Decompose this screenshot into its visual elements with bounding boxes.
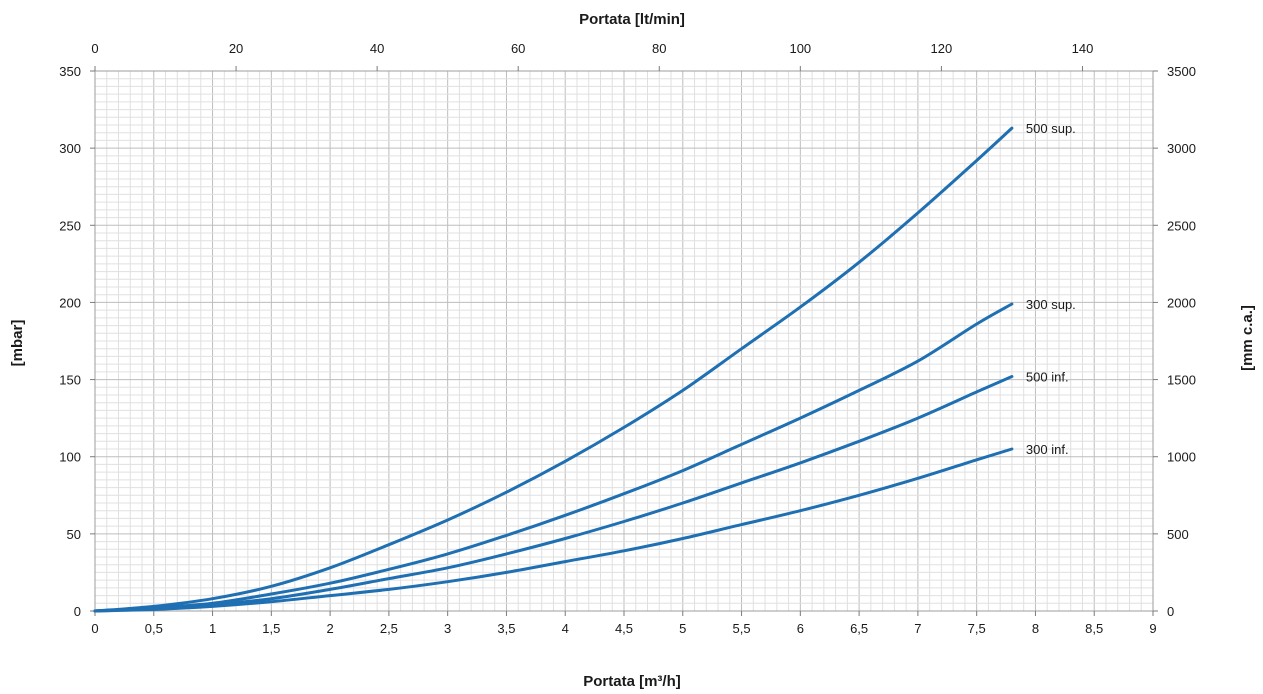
y2-tick-label: 500 [1167,527,1189,542]
y-axis-title: [mbar] [9,320,26,367]
y-tick-label: 100 [59,450,81,465]
series-label: 300 inf. [1026,442,1069,457]
grid [94,70,1154,612]
x2-axis-title: Portata [lt/min] [579,11,685,28]
y2-tick-label: 1000 [1167,450,1196,465]
y-tick-label: 50 [67,527,81,542]
y-tick-label: 300 [59,141,81,156]
x-tick-label: 4 [562,621,569,636]
y-tick-label: 200 [59,295,81,310]
x-tick-label: 3,5 [497,621,515,636]
y2-tick-label: 2500 [1167,218,1196,233]
x-tick-label: 7,5 [968,621,986,636]
x-tick-label: 5,5 [733,621,751,636]
x-tick-label: 5 [679,621,686,636]
x-tick-label: 2 [326,621,333,636]
axes: 0 0,5 1 1,5 2 2,5 3 3,5 4 4,5 5 5,5 6 6,5 7 7,5 8 8,5 90 20… [59,41,1196,636]
x-tick-label: 2,5 [380,621,398,636]
x2-tick-label: 40 [370,41,384,56]
x-tick-label: 7 [914,621,921,636]
series-lines [93,126,1014,613]
x-tick-label: 0,5 [145,621,163,636]
x-axis-title: Portata [m³/h] [583,673,681,689]
x2-tick-label: 100 [789,41,811,56]
series-label: 500 inf. [1026,369,1069,384]
series-label: 300 sup. [1026,297,1076,312]
y2-tick-label: 3500 [1167,64,1196,79]
x-tick-label: 4,5 [615,621,633,636]
y2-tick-label: 0 [1167,604,1174,619]
x-tick-label: 8 [1032,621,1039,636]
x2-tick-label: 120 [931,41,953,56]
x-tick-label: 8,5 [1085,621,1103,636]
series-line [93,126,1014,613]
series-line [93,375,1014,613]
x-tick-label: 0 [91,621,98,636]
y2-tick-label: 3000 [1167,141,1196,156]
x2-tick-label: 60 [511,41,525,56]
x2-tick-label: 140 [1072,41,1094,56]
series-line [93,302,1014,613]
x-tick-label: 1,5 [262,621,280,636]
y2-tick-label: 2000 [1167,295,1196,310]
x2-tick-label: 20 [229,41,243,56]
x-tick-label: 9 [1149,621,1156,636]
y-tick-label: 150 [59,373,81,388]
series-labels: 500 sup. 300 sup. 500 inf. 300 inf. [1026,121,1076,457]
y-tick-label: 350 [59,64,81,79]
x-tick-label: 1 [209,621,216,636]
series-line [93,447,1014,613]
y2-axis-title: [mm c.a.] [1239,305,1256,371]
y-tick-label: 0 [74,604,81,619]
y2-tick-label: 1500 [1167,373,1196,388]
x-tick-label: 6 [797,621,804,636]
x-tick-label: 6,5 [850,621,868,636]
series-label: 500 sup. [1026,121,1076,136]
y-tick-label: 250 [59,218,81,233]
x-tick-label: 3 [444,621,451,636]
x2-tick-label: 80 [652,41,666,56]
x2-tick-label: 0 [91,41,98,56]
